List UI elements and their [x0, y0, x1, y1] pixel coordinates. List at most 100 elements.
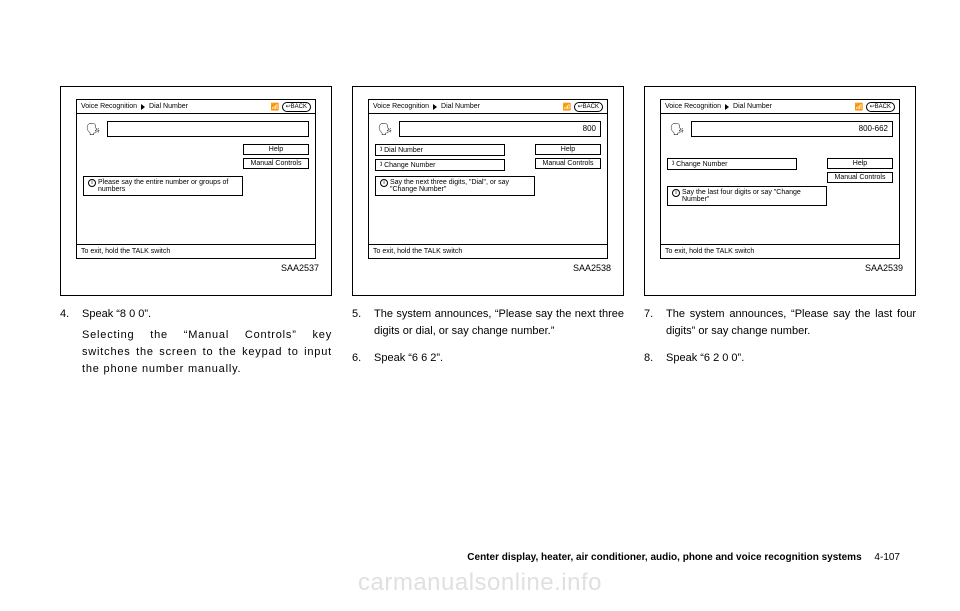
input-row: 800-662 — [667, 120, 893, 138]
figure-3: Voice Recognition Dial Number 📶 ↩BACK 8 — [644, 86, 916, 296]
header-right: 📶 ↩BACK — [271, 102, 311, 112]
step-text: The system announces, “Please say the ne… — [374, 306, 624, 340]
back-button[interactable]: ↩BACK — [866, 102, 895, 112]
breadcrumb-2: Dial Number — [733, 103, 772, 110]
step-text: Speak “8 0 0”. — [82, 306, 332, 323]
step-6: 6. Speak “6 6 2”. — [352, 350, 624, 371]
screen-footer: To exit, hold the TALK switch — [661, 244, 899, 258]
breadcrumb: Voice Recognition Dial Number — [373, 103, 480, 110]
back-label: BACK — [875, 104, 891, 110]
help-button[interactable]: Help — [243, 144, 309, 155]
dial-input[interactable] — [107, 121, 309, 137]
manual-page: Voice Recognition Dial Number 📶 ↩BACK — [0, 0, 960, 611]
info-icon: i — [672, 189, 680, 197]
breadcrumb-1: Voice Recognition — [665, 103, 721, 110]
body-text-1: 4. Speak “8 0 0”. Selecting the “Manual … — [60, 306, 332, 382]
prompt-text: Say the next three digits, "Dial", or sa… — [390, 179, 530, 193]
prompt-box: i Please say the entire number or groups… — [83, 176, 243, 196]
breadcrumb-1: Voice Recognition — [81, 103, 137, 110]
breadcrumb-sep-icon — [433, 104, 437, 110]
screen-2: Voice Recognition Dial Number 📶 ↩BACK 8 — [368, 99, 608, 259]
change-number-button[interactable]: 🕽Change Number — [667, 158, 797, 170]
column-3: Voice Recognition Dial Number 📶 ↩BACK 8 — [644, 86, 916, 388]
dial-number-button[interactable]: 🕽Dial Number — [375, 144, 505, 156]
page-number: 4-107 — [874, 552, 900, 563]
screen-3: Voice Recognition Dial Number 📶 ↩BACK 8 — [660, 99, 900, 259]
breadcrumb-1: Voice Recognition — [373, 103, 429, 110]
cmd-label: Dial Number — [384, 147, 423, 154]
breadcrumb: Voice Recognition Dial Number — [81, 103, 188, 110]
input-row — [83, 120, 309, 138]
side-buttons: Help Manual Controls — [535, 144, 601, 172]
figure-2: Voice Recognition Dial Number 📶 ↩BACK 8 — [352, 86, 624, 296]
prompt-box: i Say the last four digits or say "Chang… — [667, 186, 827, 206]
screen-footer: To exit, hold the TALK switch — [77, 244, 315, 258]
step-text: The system announces, “Please say the la… — [666, 306, 916, 340]
voice-icon — [667, 120, 687, 138]
middle-area: 🕽Change Number Help Manual Controls i Sa… — [667, 144, 893, 206]
screen-1: Voice Recognition Dial Number 📶 ↩BACK — [76, 99, 316, 259]
voice-icon — [83, 120, 103, 138]
signal-icon: 📶 — [271, 103, 280, 111]
header-right: 📶 ↩BACK — [563, 102, 603, 112]
step-num: 5. — [352, 306, 366, 344]
body-text-2: 5. The system announces, “Please say the… — [352, 306, 624, 371]
cmd-label: Change Number — [384, 162, 435, 169]
dial-input[interactable]: 800 — [399, 121, 601, 137]
step-num: 7. — [644, 306, 658, 344]
input-row: 800 — [375, 120, 601, 138]
manual-controls-button[interactable]: Manual Controls — [827, 172, 893, 183]
breadcrumb: Voice Recognition Dial Number — [665, 103, 772, 110]
screen-body: 800 🕽Dial Number 🕽Change Number Help — [369, 114, 607, 246]
phone-icon: 🕽 — [672, 160, 674, 168]
watermark: carmanualsonline.info — [0, 569, 960, 597]
header-right: 📶 ↩BACK — [855, 102, 895, 112]
screen-header: Voice Recognition Dial Number 📶 ↩BACK — [369, 100, 607, 114]
help-button[interactable]: Help — [827, 158, 893, 169]
step-num: 6. — [352, 350, 366, 371]
step-7: 7. The system announces, “Please say the… — [644, 306, 916, 344]
prompt-box: i Say the next three digits, "Dial", or … — [375, 176, 535, 196]
help-button[interactable]: Help — [535, 144, 601, 155]
side-buttons: Help Manual Controls — [83, 144, 309, 172]
dial-input[interactable]: 800-662 — [691, 121, 893, 137]
step-num: 8. — [644, 350, 658, 371]
side-buttons: Help Manual Controls — [827, 158, 893, 186]
back-button[interactable]: ↩BACK — [282, 102, 311, 112]
screen-header: Voice Recognition Dial Number 📶 ↩BACK — [77, 100, 315, 114]
figure-code: SAA2539 — [655, 263, 905, 273]
info-icon: i — [88, 179, 96, 187]
back-label: BACK — [291, 104, 307, 110]
info-icon: i — [380, 179, 388, 187]
manual-controls-button[interactable]: Manual Controls — [243, 158, 309, 169]
step-body: Speak “6 6 2”. — [374, 350, 624, 371]
breadcrumb-2: Dial Number — [441, 103, 480, 110]
middle-area: Help Manual Controls i Please say the en… — [83, 144, 309, 196]
step-8: 8. Speak “6 2 0 0”. — [644, 350, 916, 371]
column-1: Voice Recognition Dial Number 📶 ↩BACK — [60, 86, 332, 388]
signal-icon: 📶 — [563, 103, 572, 111]
screen-body: 800-662 🕽Change Number Help Manual Con — [661, 114, 899, 246]
screen-header: Voice Recognition Dial Number 📶 ↩BACK — [661, 100, 899, 114]
breadcrumb-sep-icon — [725, 104, 729, 110]
step-body: The system announces, “Please say the la… — [666, 306, 916, 344]
page-footer: Center display, heater, air conditioner,… — [467, 552, 900, 563]
manual-controls-button[interactable]: Manual Controls — [535, 158, 601, 169]
figure-1: Voice Recognition Dial Number 📶 ↩BACK — [60, 86, 332, 296]
command-list: 🕽Dial Number 🕽Change Number — [375, 144, 505, 174]
column-2: Voice Recognition Dial Number 📶 ↩BACK 8 — [352, 86, 624, 388]
step-num: 4. — [60, 306, 74, 382]
three-columns: Voice Recognition Dial Number 📶 ↩BACK — [60, 86, 900, 388]
back-label: BACK — [583, 104, 599, 110]
command-list: 🕽Change Number — [667, 158, 797, 173]
voice-icon — [375, 120, 395, 138]
breadcrumb-2: Dial Number — [149, 103, 188, 110]
step-extra: Selecting the “Manual Controls” key swit… — [82, 327, 332, 378]
step-text: Speak “6 2 0 0”. — [666, 350, 916, 367]
body-text-3: 7. The system announces, “Please say the… — [644, 306, 916, 371]
figure-code: SAA2537 — [71, 263, 321, 273]
back-button[interactable]: ↩BACK — [574, 102, 603, 112]
step-body: Speak “6 2 0 0”. — [666, 350, 916, 371]
change-number-button[interactable]: 🕽Change Number — [375, 159, 505, 171]
step-4: 4. Speak “8 0 0”. Selecting the “Manual … — [60, 306, 332, 382]
